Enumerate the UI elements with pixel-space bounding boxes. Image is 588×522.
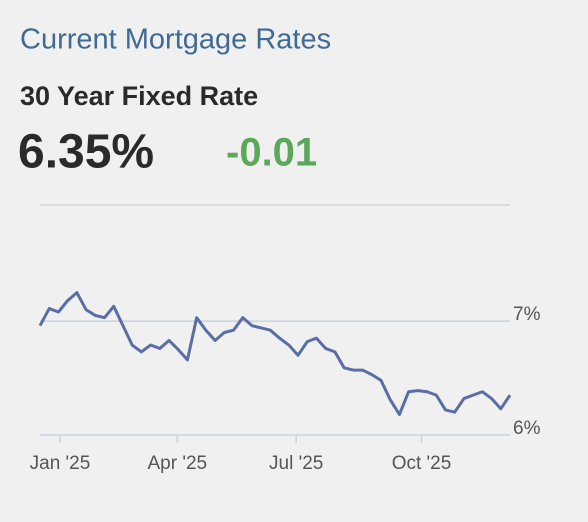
x-tick-label: Oct '25 <box>392 453 452 474</box>
x-tick-label: Jan '25 <box>30 453 91 474</box>
rate: 6.35% <box>18 126 154 179</box>
y-tick-label: 7% <box>513 304 541 325</box>
x-tick-label: Jul '25 <box>269 453 323 474</box>
x-tick-label: Apr '25 <box>148 453 208 474</box>
rate-line <box>38 291 512 416</box>
y-tick-label: 6% <box>513 418 541 439</box>
subtitle: 30 Year Fixed Rate <box>20 81 258 111</box>
title: Current Mortgage Rates <box>20 24 331 56</box>
change: -0.01 <box>226 131 317 175</box>
